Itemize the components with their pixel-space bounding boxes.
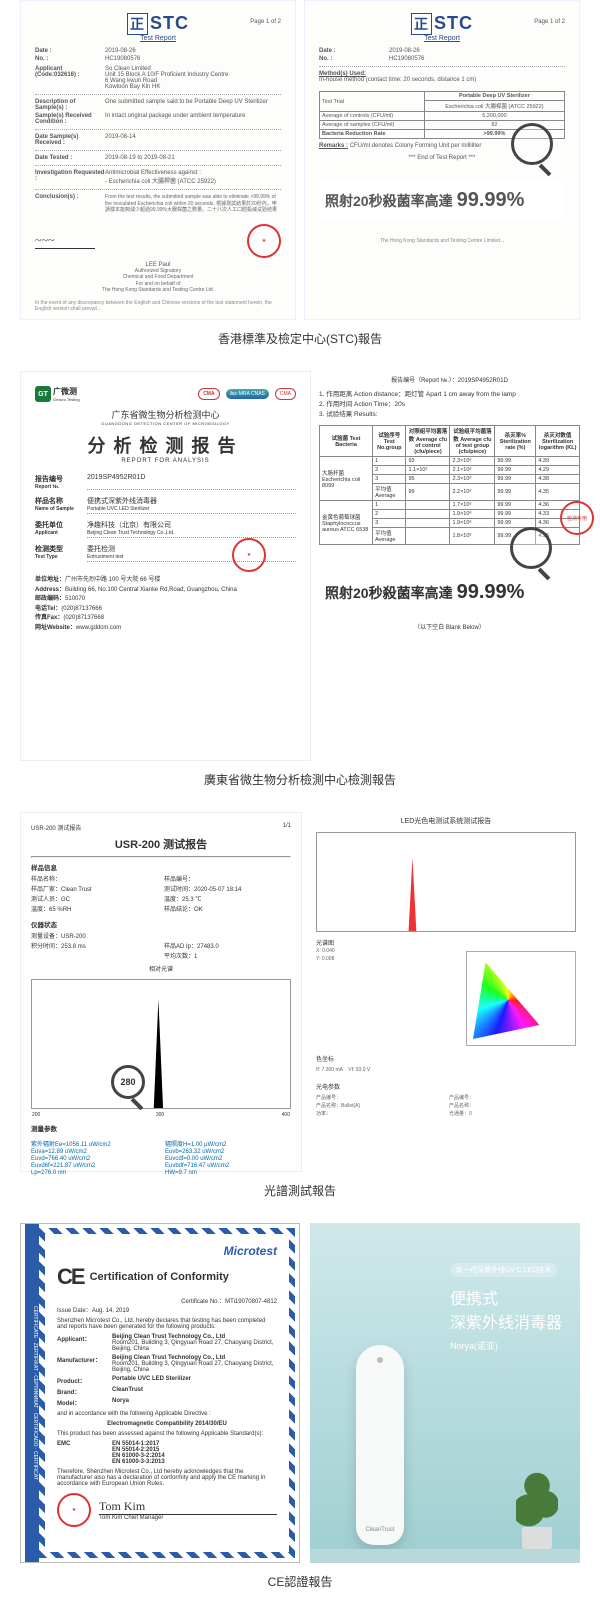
stc-logo-box: 正 <box>127 13 148 35</box>
signature: ~~~ <box>35 233 239 248</box>
cie-diagram <box>466 951 576 1046</box>
usr200-report: USR-200 测试报告1/1 USR-200 测试报告 样品信息 样品名称： … <box>20 812 302 1172</box>
red-seal-icon: ★ <box>247 224 281 258</box>
product-hero: 新一代深紫外线UV-C LED技术 便携式 深紫外线消毒器 Norya(诺亚) … <box>310 1223 580 1563</box>
spectrum-caption: 光譜測試報告 <box>0 1172 600 1215</box>
gd-title: 分析检测报告 <box>35 432 296 458</box>
spectrum-section: USR-200 测试报告1/1 USR-200 测试报告 样品信息 样品名称： … <box>0 812 600 1215</box>
stc-page-num: Page 1 of 2 <box>250 19 281 25</box>
stc-caption: 香港標準及檢定中心(STC)報告 <box>0 320 600 363</box>
ce-caption: CE認證報告 <box>0 1563 600 1606</box>
plant-icon <box>514 1463 560 1553</box>
highlight-text: 照射20秒殺菌率高達 <box>325 191 453 211</box>
magnifier-icon <box>511 123 553 165</box>
stc-section: 正STC Test Report Page 1 of 2 Date :2019-… <box>0 0 600 363</box>
magnifier-icon <box>510 527 552 569</box>
ce-certificate: CERTIFICATE · ZERTIFIKAT · СЕРТИФИКАТ · … <box>20 1223 300 1563</box>
spectrum-chart-right <box>316 832 576 932</box>
gd-report-results: 报告编号（Report №.）：2019SP4952R01D 1. 作用距离 A… <box>319 371 580 761</box>
spectrum-chart-left: 200 300 400 <box>31 979 291 1109</box>
led-color-report: LED光色电测试系统测试报告 光谱图 X: 0.040Y: 0.008 色坐标 … <box>312 812 580 1172</box>
ce-section: CERTIFICATE · ZERTIFIKAT · СЕРТИФИКАТ · … <box>0 1223 600 1606</box>
gd-section: GT 广微测Gmicro Testing CMA ilac-MRA CNAS C… <box>0 371 600 804</box>
ce-side-label: CERTIFICATE · ZERTIFIKAT · СЕРТИФИКАТ · … <box>25 1224 39 1562</box>
product-device-icon: CleanTrust <box>356 1345 404 1545</box>
ce-mark-icon: CE <box>57 1264 84 1290</box>
gd-results-table: 试验菌 Test Bacteria试验序号 Test No.group对照组平均… <box>319 425 580 545</box>
stc-logo-text: STC <box>150 13 189 33</box>
highlight-pct: 99.99% <box>457 189 525 212</box>
magnifier-icon: 280 <box>111 1065 145 1099</box>
stc-subtitle: Test Report <box>35 35 281 42</box>
gd-report-cover: GT 广微测Gmicro Testing CMA ilac-MRA CNAS C… <box>20 371 311 761</box>
spectrum-params: 紫外辐射Ee=1056.11 uW/cm2辐照度H=1.00 μW/cm2 Eu… <box>31 1139 291 1176</box>
gd-caption: 廣東省微生物分析檢測中心檢測報告 <box>0 761 600 804</box>
gd-seal2-icon: 检测专用 <box>560 501 594 535</box>
ce-seal-icon: ★ <box>57 1493 91 1527</box>
stc-report-page2: 正STC Test Report Page 1 of 2 Date :2019-… <box>304 0 580 320</box>
gd-seal-icon: ★ <box>232 538 266 572</box>
stc-report-page1: 正STC Test Report Page 1 of 2 Date :2019-… <box>20 0 296 320</box>
